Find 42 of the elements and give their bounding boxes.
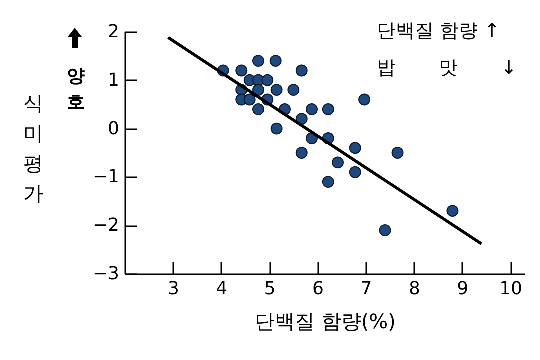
y-tick-label: −1: [92, 166, 120, 188]
point: [270, 55, 282, 68]
point: [349, 142, 362, 154]
point: [296, 113, 308, 126]
y-tick-label: −2: [92, 215, 120, 236]
point: [322, 176, 334, 188]
point: [252, 84, 264, 96]
point: [296, 64, 308, 77]
y-tick-label: −3: [92, 264, 120, 284]
text: 양호: [66, 65, 86, 115]
x-tick-label: 3: [168, 278, 180, 300]
point: [379, 224, 392, 236]
x-tick-label: 9: [457, 278, 469, 300]
x-tick-label: 7: [360, 278, 372, 300]
point: [322, 103, 334, 116]
point: [270, 122, 283, 135]
point: [392, 147, 404, 159]
x-axis-title: 단백질 함량(%): [255, 310, 396, 334]
point: [446, 205, 459, 218]
x-tick-label: 4: [216, 278, 228, 300]
point: [236, 64, 248, 77]
y-tick-label: 1: [108, 70, 120, 91]
point: [252, 103, 264, 116]
point: [262, 74, 274, 86]
x-tick-label: 5: [264, 278, 276, 300]
point: [244, 94, 256, 106]
x-tick-label: 8: [408, 278, 420, 300]
y-axis-title: 식미평가: [24, 92, 44, 206]
x-tick-label: 6: [312, 278, 324, 300]
point: [306, 103, 318, 116]
y-tick-label: 2: [108, 22, 120, 42]
point: [358, 94, 370, 106]
annotation: 단백질 함량 ↑: [377, 20, 501, 42]
y-tick-label: 0: [108, 118, 120, 140]
point: [288, 84, 300, 96]
point: [252, 55, 264, 68]
point: [270, 84, 283, 96]
point: [332, 156, 344, 169]
point: [296, 147, 308, 159]
point: [349, 166, 362, 178]
x-tick-label: 10: [500, 278, 522, 300]
annotation: 밥 맛 ↓: [377, 57, 517, 79]
